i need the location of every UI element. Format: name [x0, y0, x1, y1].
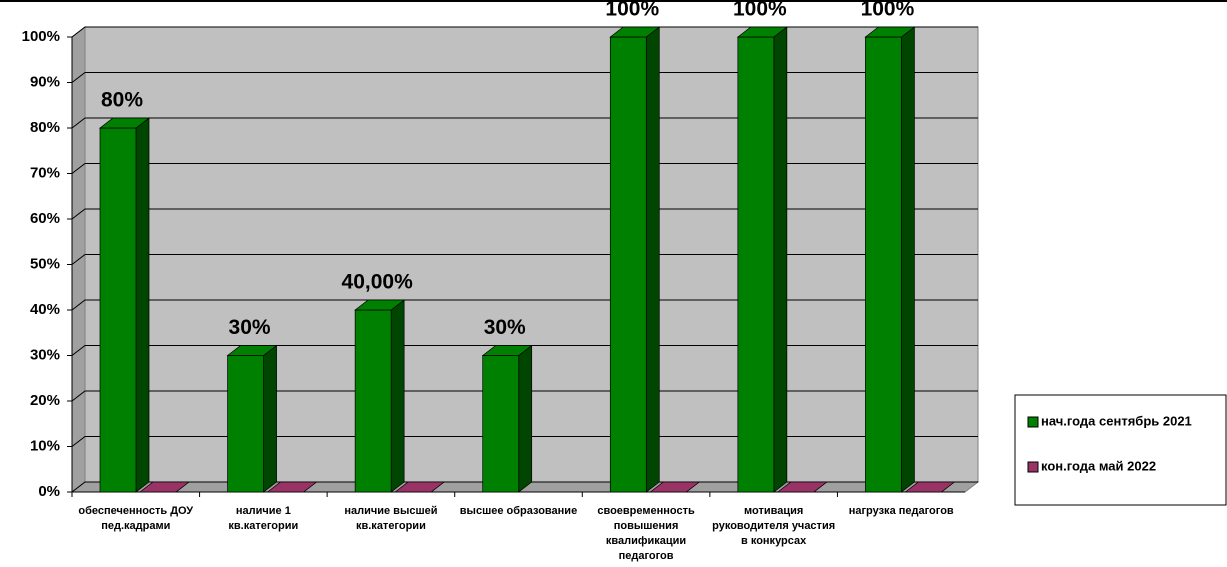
data-label: 30%	[484, 316, 526, 339]
bar-front	[227, 355, 264, 493]
bar-top	[394, 481, 446, 493]
data-label: 30%	[229, 316, 271, 339]
y-tick-label: 70%	[30, 164, 60, 181]
data-label: 40,00%	[342, 271, 414, 294]
bar	[226, 344, 278, 493]
y-tick-label: 100%	[22, 28, 60, 45]
bar	[736, 26, 788, 493]
bar-front	[865, 36, 902, 493]
bar-front	[99, 127, 137, 493]
bar-top	[138, 481, 191, 493]
y-tick-label: 30%	[30, 346, 60, 363]
x-tick-label: высшее образование	[459, 505, 578, 517]
bar-top	[609, 26, 661, 38]
bar	[266, 481, 318, 493]
grid-line	[71, 117, 978, 129]
bar-front	[354, 309, 392, 493]
bar-top	[481, 345, 533, 356]
data-label: 100%	[861, 0, 915, 21]
bar	[649, 481, 701, 493]
grid-line	[71, 254, 978, 265]
data-label: 100%	[605, 0, 659, 21]
bar-side	[901, 26, 915, 493]
grid-line	[71, 72, 978, 83]
x-tick-label: наличие 1 кв.категории	[228, 505, 299, 532]
bar-top	[864, 26, 916, 38]
bar-side	[390, 299, 405, 493]
legend-label: кон.года май 2022	[1041, 458, 1156, 473]
bar-side	[518, 344, 533, 493]
bar-top	[226, 345, 278, 356]
y-tick-label: 90%	[30, 73, 60, 90]
grid-line	[71, 208, 978, 220]
legend-label: нач.года сентябрь 2021	[1041, 413, 1192, 428]
grid-line	[71, 26, 978, 38]
grid-line	[71, 163, 978, 174]
bar	[138, 481, 191, 493]
x-tick-label: наличие высшей кв.категории	[344, 505, 438, 532]
bar	[776, 481, 828, 493]
bar-side	[263, 344, 277, 493]
bar-front	[737, 36, 775, 493]
bar-top	[354, 299, 406, 311]
bar	[481, 344, 533, 493]
bar	[98, 117, 151, 493]
bar-top	[649, 481, 701, 493]
bar-side	[135, 117, 150, 493]
grid-line	[71, 436, 978, 447]
bar-front	[482, 355, 520, 493]
grid-line	[71, 299, 978, 311]
bar-front	[609, 36, 647, 493]
bar-top	[736, 26, 788, 38]
data-label: 100%	[733, 0, 787, 21]
bar-side	[773, 26, 788, 493]
bar-top	[904, 481, 956, 493]
bar-top	[776, 481, 828, 493]
bar-top	[266, 481, 318, 493]
bar	[394, 481, 446, 493]
bar-side	[645, 26, 660, 493]
data-label: 80%	[101, 89, 143, 112]
y-tick-label: 0%	[38, 483, 60, 500]
y-tick-label: 40%	[30, 301, 60, 318]
grid-line	[71, 390, 978, 402]
x-tick-label: мотивация руководителя участия в конкурс…	[712, 505, 836, 547]
y-tick-label: 60%	[30, 210, 60, 227]
legend-swatch	[1027, 461, 1039, 473]
y-tick-label: 10%	[30, 437, 60, 454]
x-tick-label: нагрузка педагогов	[848, 505, 954, 517]
x-tick-label: своевременность повышения квалификации п…	[597, 505, 695, 562]
y-tick-label: 20%	[30, 392, 60, 409]
legend-swatch	[1027, 416, 1039, 428]
y-tick-label: 50%	[30, 255, 60, 272]
bar-top	[98, 117, 151, 129]
bar	[354, 299, 406, 493]
x-tick-label: обеспеченность ДОУ пед.кадрами	[78, 505, 194, 532]
y-tick-label: 80%	[30, 119, 60, 136]
grid-line	[71, 345, 978, 356]
bar	[904, 481, 956, 493]
bar	[609, 26, 661, 493]
legend-box	[1014, 394, 1227, 506]
bar	[864, 26, 916, 493]
